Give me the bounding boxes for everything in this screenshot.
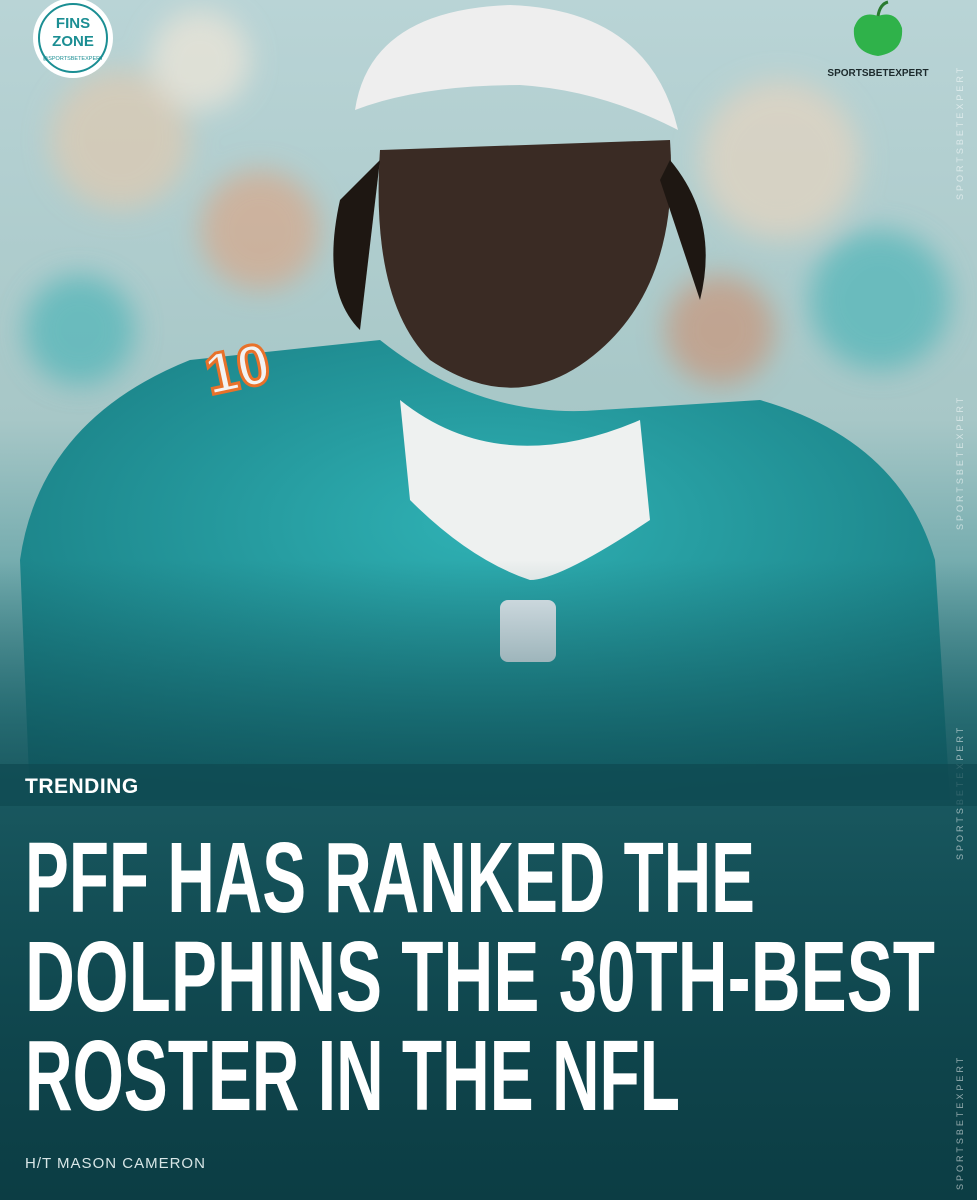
logo-line: ZONE [52, 33, 94, 50]
watermark-text: SPORTSBETEXPERT [955, 65, 965, 200]
tag: TRENDING [25, 775, 139, 798]
crowd-blur [25, 10, 950, 385]
headline-line: PFF HAS RANKED THE [25, 822, 755, 934]
brand-name: SPORTSBETEXPERT [827, 68, 928, 79]
watermark-text: SPORTSBETEXPERT [955, 395, 965, 530]
bottom-fade [0, 560, 977, 1200]
watermark-text: SPORTSBETEXPERT [955, 1055, 965, 1190]
jersey-number: 10 [199, 331, 276, 408]
tag-band [0, 764, 977, 806]
credit: H/T MASON CAMERON [25, 1155, 206, 1172]
logo-handle: @SPORTSBETEXPERT [43, 56, 104, 62]
fins-zone-logo: FINS ZONE @SPORTSBETEXPERT [33, 0, 113, 78]
brand-logo: SPORTSBETEXPERT [827, 0, 929, 79]
logo-line: FINS [56, 15, 90, 32]
headline-line: ROSTER IN THE NFL [25, 1020, 680, 1132]
headline-line: DOLPHINS THE 30TH-BEST [25, 921, 935, 1033]
